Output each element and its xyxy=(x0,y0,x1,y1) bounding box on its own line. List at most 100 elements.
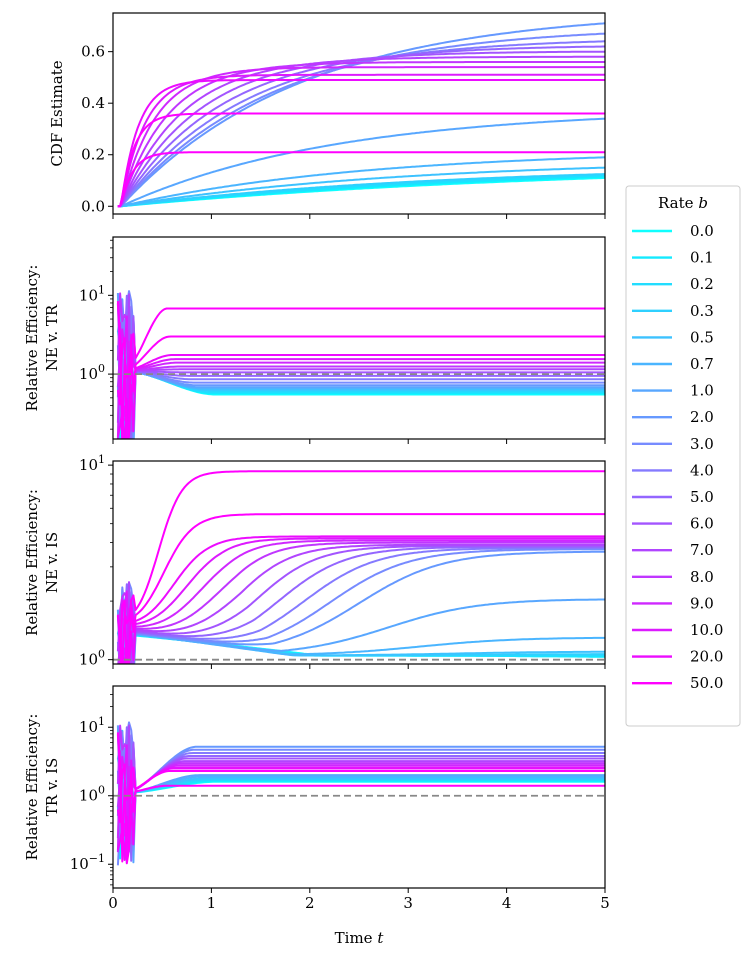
x-tick-label: 2 xyxy=(305,894,315,912)
series-line-13 xyxy=(116,541,605,662)
legend-item: 2.0 xyxy=(632,408,714,426)
legend: Rate b 0.0 0.1 0.2 0.3 0.5 0.7 1.0 2.0 3.0 4.0 5.0… xyxy=(625,185,741,727)
series-line-14 xyxy=(117,539,605,664)
legend-item: 50.0 xyxy=(632,674,723,692)
legend-item: 0.5 xyxy=(632,328,714,346)
y-axis-label-line: Relative Efficiency: xyxy=(23,265,41,412)
series-line-18 xyxy=(116,732,605,863)
legend-label: 0.0 xyxy=(690,222,714,240)
series-line-15 xyxy=(117,73,605,208)
axes-frame xyxy=(112,236,606,440)
y-tick-label: 100 xyxy=(79,362,105,383)
legend-label: 0.1 xyxy=(690,249,714,267)
series-line-14 xyxy=(116,321,605,439)
series-line-12 xyxy=(117,55,605,208)
y-axis-label-line: NE v. IS xyxy=(43,532,61,593)
panels: 0.0 0.2 0.4 0.6 CDF Estimate 100 101 Relative E… xyxy=(23,12,610,912)
legend-label: 7.0 xyxy=(690,541,714,559)
y-axis-label-line: CDF Estimate xyxy=(48,60,66,166)
y-axis-label-line: NE v. TR xyxy=(43,304,61,371)
legend-title-text: Rate xyxy=(658,194,694,212)
legend-label: 0.7 xyxy=(690,355,714,373)
series-line-18 xyxy=(116,301,605,439)
panel-1: 0.0 0.2 0.4 0.6 CDF Estimate xyxy=(48,12,606,219)
series-line-7 xyxy=(116,725,605,852)
series-line-6 xyxy=(117,117,605,208)
legend-item: 1.0 xyxy=(632,382,714,400)
legend-title: Rate b xyxy=(658,194,708,212)
series-line-6 xyxy=(116,598,605,664)
series-line-3 xyxy=(117,173,605,208)
series-line-8 xyxy=(117,290,605,439)
series-line-15 xyxy=(116,302,605,433)
x-tick-label: 5 xyxy=(600,894,610,912)
y-tick-label: 0.0 xyxy=(81,197,105,215)
legend-item: 6.0 xyxy=(632,515,714,533)
legend-item: 9.0 xyxy=(632,594,714,612)
legend-label: 9.0 xyxy=(690,594,714,612)
series-lines xyxy=(116,470,605,664)
x-tick-label: 3 xyxy=(403,894,413,912)
series-line-16 xyxy=(120,535,605,664)
legend-label: 0.2 xyxy=(690,275,714,293)
y-tick-label: 101 xyxy=(79,453,105,474)
y-tick-label: 10−1 xyxy=(70,852,105,873)
series-line-4 xyxy=(116,743,605,836)
legend-label: 0.3 xyxy=(690,302,714,320)
series-line-16 xyxy=(117,79,605,208)
series-line-15 xyxy=(116,733,605,847)
series-lines xyxy=(116,721,605,866)
legend-label: 2.0 xyxy=(690,408,714,426)
series-line-9 xyxy=(116,547,605,664)
series-line-15 xyxy=(116,537,605,664)
legend-label: 4.0 xyxy=(690,461,714,479)
x-axis-label: Time t xyxy=(335,929,385,947)
series-line-13 xyxy=(117,61,605,208)
series-line-12 xyxy=(116,293,605,432)
panel-2: 100 101 Relative Efficiency: NE v. TR xyxy=(23,236,606,444)
legend-label: 1.0 xyxy=(690,382,714,400)
y-axis-label-line: Relative Efficiency: xyxy=(23,489,41,636)
y-tick-label: 101 xyxy=(79,715,105,736)
series-line-8 xyxy=(119,548,605,664)
series-line-10 xyxy=(117,45,605,208)
legend-item: 3.0 xyxy=(632,435,714,453)
y-tick-label: 100 xyxy=(79,784,105,805)
series-line-5 xyxy=(116,726,605,819)
series-line-17 xyxy=(119,513,605,664)
series-line-17 xyxy=(117,112,605,208)
legend-label: 10.0 xyxy=(690,621,723,639)
legend-item: 4.0 xyxy=(632,461,714,479)
series-line-2 xyxy=(116,298,605,435)
series-line-17 xyxy=(116,335,605,439)
y-tick-label: 100 xyxy=(79,648,105,669)
series-line-7 xyxy=(116,292,605,439)
legend-item: 0.7 xyxy=(632,355,714,373)
x-tick-label: 0 xyxy=(108,894,118,912)
legend-item: 0.2 xyxy=(632,275,714,293)
legend-item: 0.3 xyxy=(632,302,714,320)
legend-items: 0.0 0.1 0.2 0.3 0.5 0.7 1.0 2.0 3.0 4.0 5.0 6.0 7.0 8… xyxy=(632,222,723,692)
series-line-9 xyxy=(116,734,605,853)
series-line-18 xyxy=(117,151,605,208)
legend-item: 7.0 xyxy=(632,541,714,559)
series-line-11 xyxy=(116,743,605,859)
legend-item: 0.0 xyxy=(632,222,714,240)
series-line-18 xyxy=(116,470,605,664)
series-line-10 xyxy=(116,726,605,862)
series-line-8 xyxy=(116,721,605,866)
series-line-16 xyxy=(116,354,605,439)
axes-frame xyxy=(112,460,606,665)
y-tick-label: 0.2 xyxy=(81,146,105,164)
series-line-6 xyxy=(116,741,605,864)
series-line-4 xyxy=(117,166,605,208)
legend-frame xyxy=(625,185,741,727)
legend-item: 20.0 xyxy=(632,648,723,666)
series-line-12 xyxy=(116,724,605,845)
series-line-14 xyxy=(116,750,605,861)
series-line-13 xyxy=(116,292,605,424)
legend-label: 50.0 xyxy=(690,674,723,692)
legend-label: 20.0 xyxy=(690,648,723,666)
legend-label: 8.0 xyxy=(690,568,714,586)
